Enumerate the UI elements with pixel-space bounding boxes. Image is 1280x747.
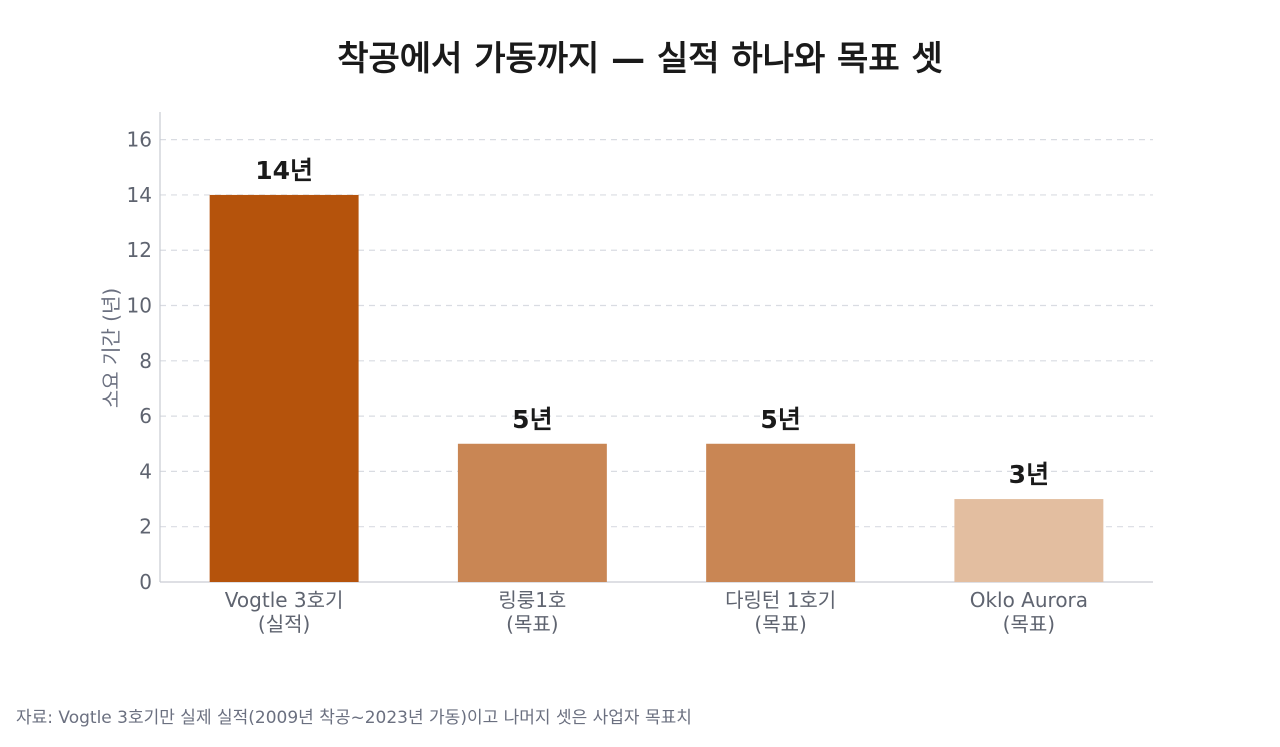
bar-value-label: 5년 bbox=[760, 405, 800, 434]
bar bbox=[209, 194, 359, 583]
bars bbox=[209, 194, 1104, 583]
bar bbox=[954, 499, 1104, 582]
x-tick-label-line: (목표) bbox=[754, 612, 806, 636]
bar-value-label: 5년 bbox=[512, 405, 552, 434]
x-tick-label-line: (목표) bbox=[1003, 612, 1055, 636]
y-tick-label: 16 bbox=[127, 128, 152, 152]
x-tick-label-line: (실적) bbox=[258, 612, 310, 636]
bar-value-label: 3년 bbox=[1009, 460, 1049, 489]
x-tick-label-line: 링룽1호 bbox=[498, 588, 566, 612]
y-tick-label: 10 bbox=[127, 294, 152, 318]
x-tick-label-line: (목표) bbox=[506, 612, 558, 636]
y-tick-label: 4 bbox=[139, 459, 152, 483]
y-tick-label: 12 bbox=[127, 238, 152, 262]
y-tick-label: 0 bbox=[139, 570, 152, 594]
x-tick-label: 다링턴 1호기 (목표) bbox=[725, 588, 836, 636]
bar bbox=[457, 443, 607, 582]
chart-title: 착공에서 가동까지 — 실적 하나와 목표 셋 bbox=[337, 39, 943, 79]
x-tick-label-line: Oklo Aurora bbox=[970, 588, 1088, 612]
y-tick-label: 8 bbox=[139, 349, 152, 373]
y-tick-label: 6 bbox=[139, 404, 152, 428]
x-tick-label-line: 다링턴 1호기 bbox=[725, 588, 836, 612]
y-axis-title: 소요 기간 (년) bbox=[99, 288, 123, 408]
bar bbox=[706, 443, 856, 582]
y-tick-label: 14 bbox=[127, 183, 152, 207]
x-tick-label: 링룽1호 (목표) bbox=[498, 588, 566, 636]
source-note: 자료: Vogtle 3호기만 실제 실적(2009년 착공~2023년 가동)… bbox=[16, 708, 692, 728]
bar-value-label: 14년 bbox=[255, 156, 313, 185]
x-tick-label: Oklo Aurora (목표) bbox=[970, 588, 1088, 636]
y-tick-label: 2 bbox=[139, 515, 152, 539]
x-tick-label-line: Vogtle 3호기 bbox=[225, 588, 344, 612]
x-tick-label: Vogtle 3호기 (실적) bbox=[225, 588, 344, 636]
